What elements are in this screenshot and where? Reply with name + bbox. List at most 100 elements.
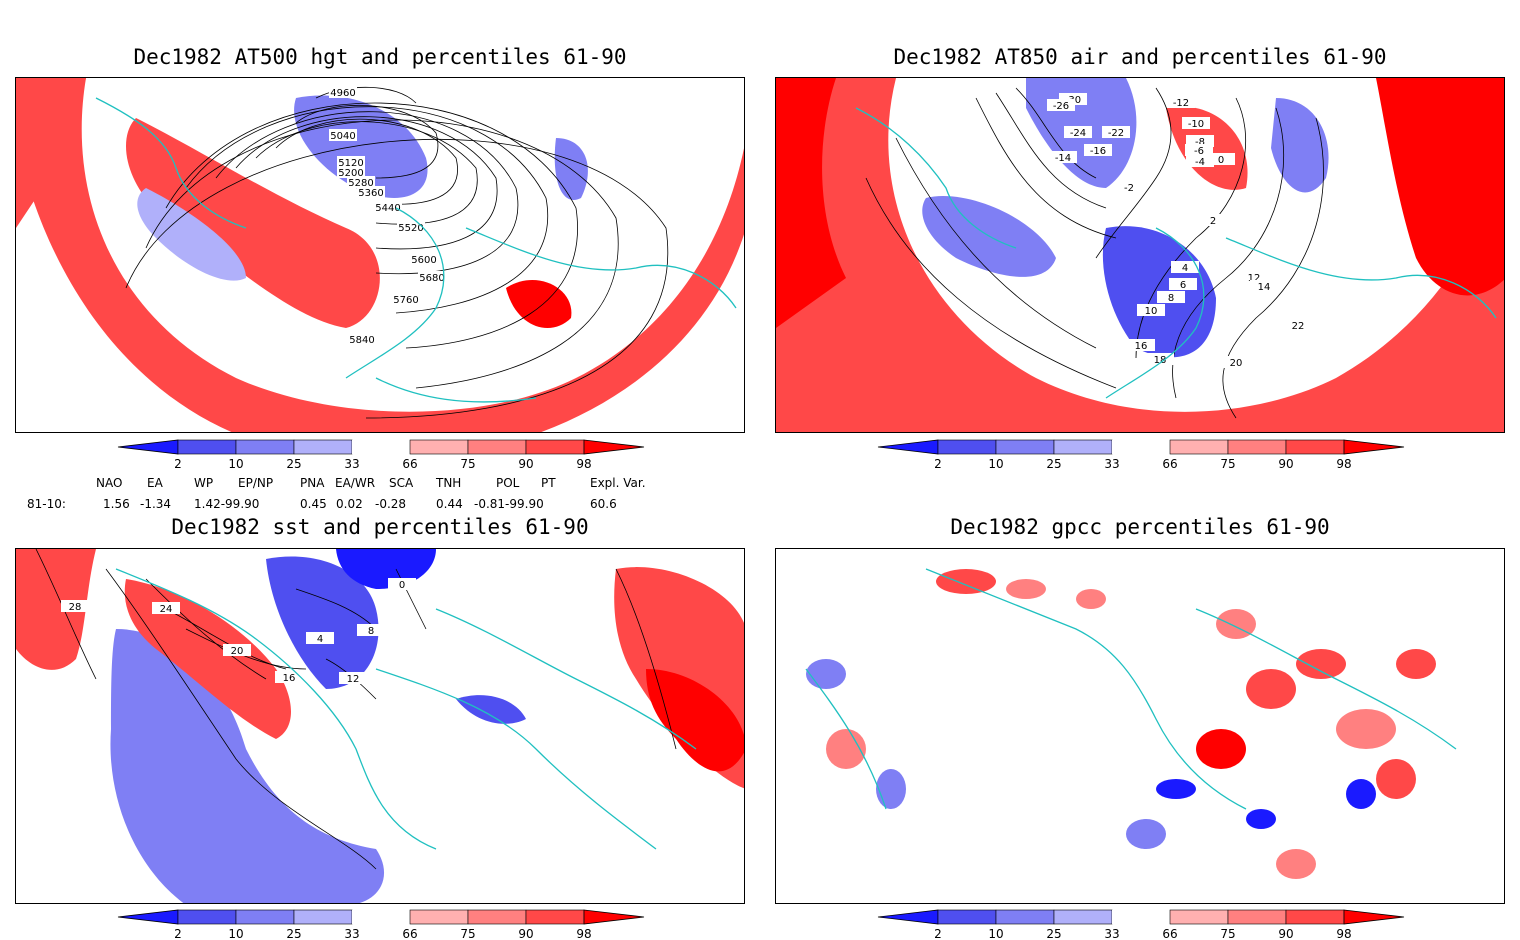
index-value-wp-epnp: 1.42-99.90 — [194, 497, 260, 511]
map-sst-contour-label: 20 — [231, 646, 244, 657]
map-sst-svg: 0 4 8 12 16 20 24 28 — [16, 549, 744, 903]
map-gpcc-anomaly-patch — [1246, 809, 1276, 829]
colorbar-gpcc-tick-label: 33 — [1104, 927, 1119, 940]
panel-title-sst: Dec1982 sst and percentiles 61-90 — [171, 515, 589, 539]
map-air850: -30-26-24-22-16-14-12-10-8-6-4-202468101… — [775, 77, 1505, 433]
colorbar-gpcc-segment — [1112, 910, 1170, 924]
colorbar-sst-segment — [525, 909, 585, 925]
map-air850-contour-label: 2 — [1210, 216, 1216, 227]
colorbar-air850-arrow-right — [1343, 439, 1405, 455]
map-air850-contour-label-bg — [1171, 261, 1199, 273]
colorbar-hgt500-tick-label: 75 — [460, 457, 475, 471]
map-sst-contour — [395, 568, 427, 630]
colorbar-hgt500-arrow-right — [583, 439, 645, 455]
colorbar-gpcc-tick-label: 2 — [934, 927, 942, 940]
map-air850-contour-label-bg — [1199, 214, 1227, 226]
map-hgt500-contour-label: 5440 — [375, 203, 400, 214]
colorbar-gpcc-segment — [937, 909, 997, 925]
map-air850-contour-label-bg — [1222, 356, 1250, 368]
index-header-sca: SCA — [389, 476, 414, 490]
map-air850-contour-label: 20 — [1230, 358, 1243, 369]
map-air850-warm-west — [776, 78, 846, 328]
colorbar-sst-tick-label: 10 — [228, 927, 243, 940]
index-value-pol-pt: -0.81-99.90 — [474, 497, 544, 511]
colorbar-air850-arrow-left — [877, 439, 939, 455]
map-hgt500-contour-label-bg — [357, 186, 385, 198]
map-air850-contour-label: 18 — [1154, 355, 1167, 366]
index-value-sca-eawr2: -0.28 — [375, 497, 407, 511]
map-hgt500-coastline — [465, 227, 737, 309]
map-hgt500-contour — [255, 121, 478, 225]
map-sst-coastline — [375, 668, 657, 850]
map-air850-cold-east — [1271, 98, 1329, 193]
colorbar-hgt500-segment — [352, 440, 410, 454]
map-air850-contour-label-bg — [1047, 99, 1075, 111]
colorbar-air850-segment — [1112, 440, 1170, 454]
map-air850-contour-label-bg — [1182, 117, 1210, 129]
map-sst-contour-label: 4 — [317, 634, 323, 645]
map-hgt500-contour — [315, 86, 417, 104]
index-value-ea: -1.34 — [140, 497, 172, 511]
colorbar-hgt500: 2 10 25 33 66 75 90 98 — [117, 439, 645, 471]
map-hgt500-outside — [16, 78, 744, 432]
colorbar-gpcc-tick-label: 90 — [1278, 927, 1293, 940]
map-air850-fields: -30-26-24-22-16-14-12-10-8-6-4-202468101… — [776, 78, 1504, 432]
colorbar-sst-segment — [467, 909, 527, 925]
map-hgt500-contour-label: 5520 — [398, 223, 423, 234]
map-hgt500-contour-label: 5760 — [393, 295, 418, 306]
map-gpcc — [775, 548, 1505, 904]
map-hgt500-warm-nw — [16, 78, 86, 228]
map-hgt500-contour-label-bg — [347, 176, 375, 188]
map-sst-contour — [185, 628, 307, 670]
map-sst-contour-label: 8 — [368, 626, 374, 637]
map-hgt500-contour-label: 5280 — [348, 178, 373, 189]
colorbar-air850: 2 10 25 33 66 75 90 98 — [877, 439, 1405, 471]
colorbar-air850-segment — [1053, 439, 1113, 455]
colorbar-air850-tick-label: 75 — [1220, 457, 1235, 471]
index-value-tnh: 0.44 — [436, 497, 463, 511]
colorbar-air850-tick-label: 66 — [1162, 457, 1177, 471]
map-hgt500-contour-label: 5600 — [411, 255, 436, 266]
map-air850-contour-label: 6 — [1180, 280, 1186, 291]
map-hgt500-contour-label-bg — [329, 86, 357, 98]
index-header-wp: WP — [194, 476, 214, 490]
map-gpcc-anomaly-patch — [1156, 779, 1196, 799]
map-air850-contour-label: 0 — [1218, 155, 1224, 166]
map-sst-fields: 0 4 8 12 16 20 24 28 — [16, 549, 744, 903]
map-air850-contour-label-bg — [1185, 144, 1213, 156]
colorbar-air850-segment — [1285, 439, 1345, 455]
map-air850-contour-label: -22 — [1108, 128, 1124, 139]
colorbar-hgt500-segment — [467, 439, 527, 455]
index-header-nao: NAO — [96, 476, 123, 490]
colorbar-gpcc-arrow-left — [877, 909, 939, 925]
map-air850-contour-label: -24 — [1070, 128, 1086, 139]
map-gpcc-anomaly-patch — [806, 659, 846, 689]
panel-title-air850: Dec1982 AT850 air and percentiles 61-90 — [893, 45, 1387, 69]
map-hgt500-contour-label: 5360 — [358, 188, 383, 199]
colorbar-gpcc-segment — [1227, 909, 1287, 925]
map-air850-contour — [895, 137, 1097, 349]
map-air850-contour-label-bg — [1084, 144, 1112, 156]
map-hgt500: 4960 5040 5120 5200 5280 5360 5440 5520 5600 5680… — [15, 77, 745, 433]
map-air850-contour — [1015, 87, 1097, 179]
map-air850-contour-label-bg — [1284, 319, 1312, 331]
map-sst-contour — [615, 568, 677, 750]
colorbar-sst-segment — [293, 909, 353, 925]
colorbar-hgt500-segment — [177, 439, 237, 455]
map-hgt500-contour — [165, 102, 578, 349]
map-air850-contour-label: -10 — [1188, 119, 1204, 130]
map-gpcc-fields — [776, 549, 1504, 903]
colorbar-air850-tick-label: 10 — [988, 457, 1003, 471]
map-hgt500-contour-label-bg — [392, 293, 420, 305]
index-header-pt: PT — [541, 476, 556, 490]
map-hgt500-coastline — [375, 377, 537, 403]
index-header-eawr: EA/WR — [335, 476, 376, 490]
colorbar-sst-segment — [177, 909, 237, 925]
map-air850-contour-label-bg — [1064, 126, 1092, 138]
map-gpcc-anomaly-patch — [1076, 589, 1106, 609]
colorbar-gpcc-tick-label: 98 — [1336, 927, 1351, 940]
map-air850-warm-outer — [776, 78, 1504, 432]
colorbar-sst-segment — [352, 910, 410, 924]
colorbar-gpcc-arrow-right — [1343, 909, 1405, 925]
map-gpcc-anomaly-patch — [826, 729, 866, 769]
